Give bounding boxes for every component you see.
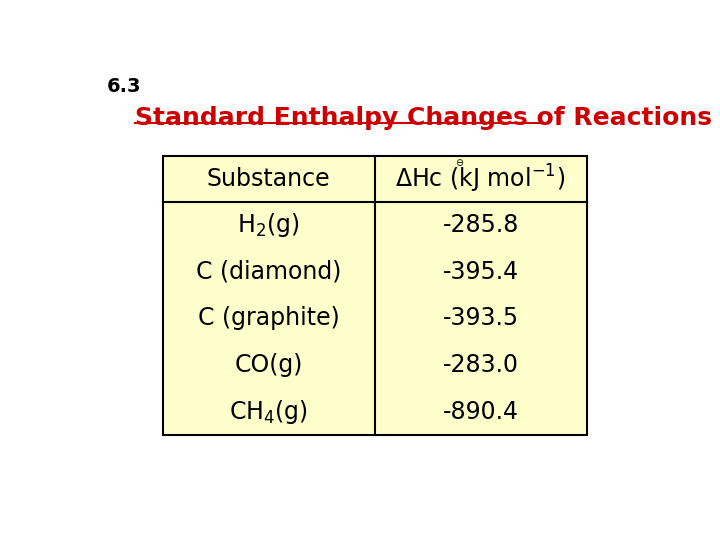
- FancyBboxPatch shape: [163, 156, 587, 435]
- Text: C (diamond): C (diamond): [196, 260, 341, 284]
- Text: CH$_4$(g): CH$_4$(g): [229, 397, 308, 426]
- Text: 6.3: 6.3: [107, 77, 141, 96]
- Text: -393.5: -393.5: [443, 306, 518, 330]
- Text: H$_2$(g): H$_2$(g): [238, 211, 300, 239]
- Text: ⊖: ⊖: [455, 158, 464, 168]
- Text: -395.4: -395.4: [443, 260, 518, 284]
- Text: Substance: Substance: [207, 167, 330, 191]
- Text: C (graphite): C (graphite): [198, 306, 339, 330]
- Text: -890.4: -890.4: [443, 400, 518, 423]
- Text: Standard Enthalpy Changes of Reactions: Standard Enthalpy Changes of Reactions: [135, 106, 711, 130]
- Text: $\Delta$Hc (kJ mol$^{-1}$): $\Delta$Hc (kJ mol$^{-1}$): [395, 163, 566, 195]
- Text: -285.8: -285.8: [442, 213, 519, 237]
- Text: CO(g): CO(g): [235, 353, 302, 377]
- Text: -283.0: -283.0: [443, 353, 518, 377]
